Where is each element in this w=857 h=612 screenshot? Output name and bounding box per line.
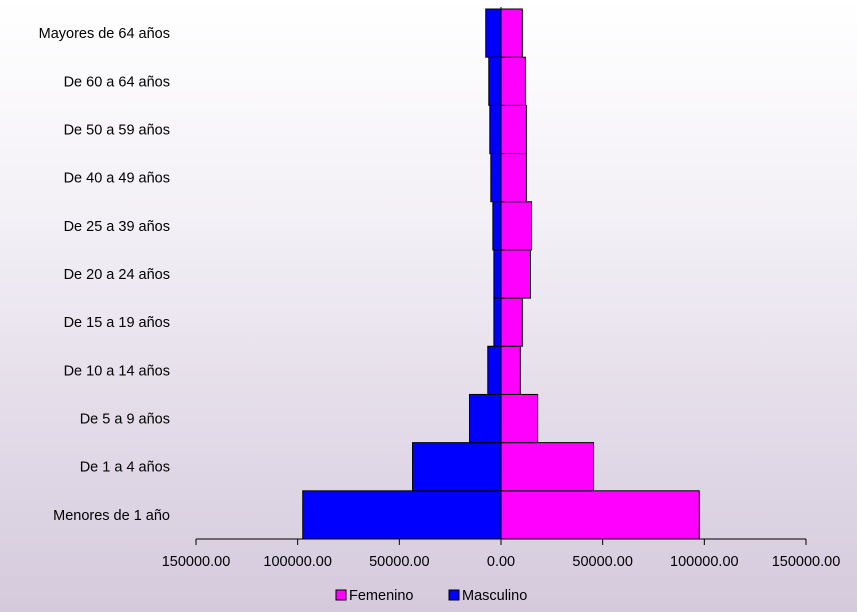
category-label: De 1 a 4 años [80, 460, 170, 476]
bar-masculino-6 [492, 201, 502, 251]
bars-group [302, 8, 700, 540]
bar-masculino-1 [412, 442, 502, 492]
category-label: De 20 a 24 años [64, 267, 170, 283]
category-label: De 50 a 59 años [64, 122, 170, 138]
bar-femenino-4 [500, 297, 523, 347]
bar-femenino-7 [500, 153, 527, 203]
category-label: De 40 a 49 años [64, 171, 170, 187]
bar-masculino-0 [302, 490, 502, 540]
category-label: De 25 a 39 años [64, 219, 170, 235]
x-tick-label: 50000.00 [369, 554, 429, 570]
x-tick-label: 150000.00 [162, 554, 231, 570]
bar-femenino-6 [500, 201, 532, 251]
legend-label-femenino: Femenino [349, 588, 413, 604]
legend-label-masculino: Masculino [462, 588, 527, 604]
x-tick-label: 100000.00 [263, 554, 332, 570]
x-tick-label: 0.00 [487, 554, 515, 570]
bar-femenino-10 [500, 8, 523, 58]
bar-femenino-2 [500, 393, 539, 444]
legend-swatch-masculino [448, 589, 460, 601]
bar-masculino-4 [493, 297, 502, 347]
category-label: De 60 a 64 años [64, 74, 170, 90]
x-tick-label: 50000.00 [572, 554, 632, 570]
bar-femenino-8 [500, 104, 527, 155]
legend-swatch-femenino [335, 589, 347, 601]
category-label: Menores de 1 año [53, 508, 170, 524]
bar-femenino-3 [500, 345, 521, 395]
bar-masculino-5 [493, 249, 502, 299]
x-tick-label: 150000.00 [772, 554, 841, 570]
bar-femenino-9 [500, 56, 526, 106]
bar-masculino-8 [489, 104, 502, 155]
category-label: De 10 a 14 años [64, 363, 170, 379]
category-label: De 15 a 19 años [64, 315, 170, 331]
bar-femenino-0 [500, 490, 700, 540]
bar-masculino-2 [468, 393, 502, 444]
bar-femenino-1 [500, 442, 595, 492]
bar-masculino-3 [487, 345, 502, 395]
category-label: De 5 a 9 años [80, 412, 170, 428]
legend: Femenino Masculino [335, 588, 527, 604]
bar-femenino-5 [500, 249, 531, 299]
bar-masculino-9 [488, 56, 502, 106]
bar-masculino-7 [490, 153, 502, 203]
category-label: Mayores de 64 años [39, 26, 170, 42]
x-tick-label: 100000.00 [670, 554, 739, 570]
bar-masculino-10 [485, 8, 502, 58]
